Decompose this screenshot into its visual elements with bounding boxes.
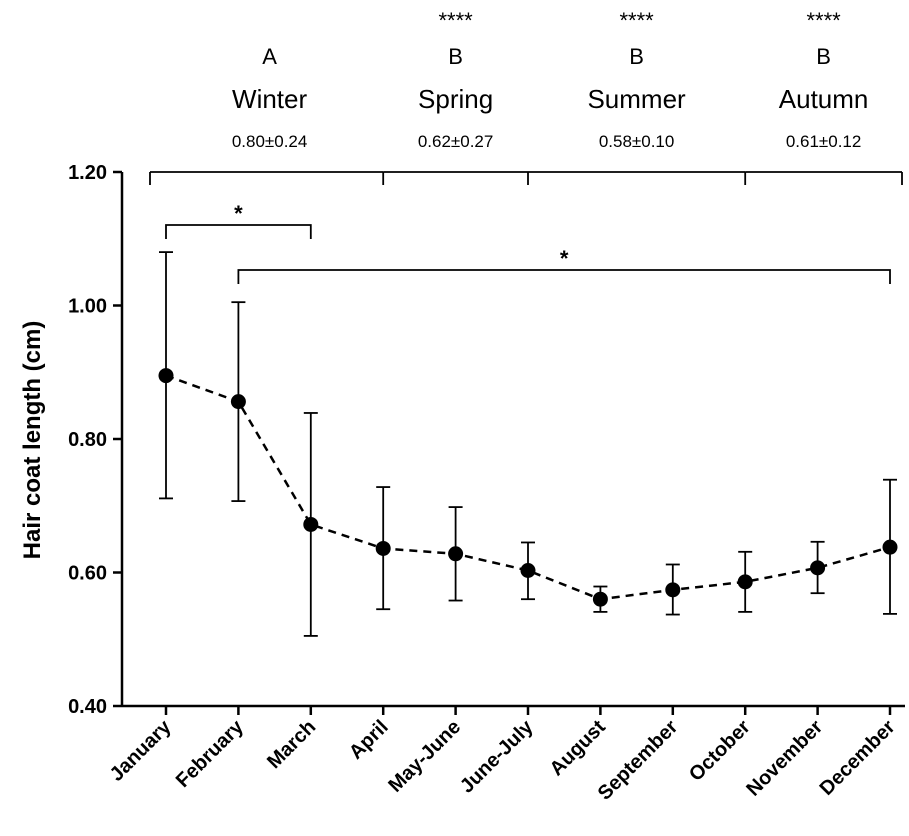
x-tick-label: March xyxy=(263,716,320,773)
season-letter: A xyxy=(262,44,277,69)
data-point xyxy=(158,368,174,384)
season-stars: **** xyxy=(619,8,654,33)
season-letter: B xyxy=(448,44,463,69)
y-tick-label: 0.40 xyxy=(68,696,107,718)
data-point xyxy=(230,394,246,410)
season-name: Summer xyxy=(587,84,686,114)
x-tick-label: January xyxy=(106,715,176,785)
data-points xyxy=(158,368,898,607)
y-tick-label: 0.60 xyxy=(68,563,107,585)
season-stars: **** xyxy=(438,8,473,33)
significance-bracket: * xyxy=(237,246,891,284)
data-point xyxy=(665,582,681,598)
x-tick-label: November xyxy=(742,716,827,801)
data-point xyxy=(303,516,319,532)
season-stars: **** xyxy=(806,8,841,33)
data-point xyxy=(810,560,826,576)
y-tick-label: 1.20 xyxy=(68,162,107,184)
significance-brackets: ** xyxy=(165,201,891,284)
season-name: Spring xyxy=(418,84,493,114)
data-point xyxy=(520,562,536,578)
significance-bracket: * xyxy=(165,201,312,239)
season-name: Winter xyxy=(232,84,307,114)
bracket-star: * xyxy=(234,201,243,226)
x-tick-label: February xyxy=(172,715,249,792)
x-tick-label: May-June xyxy=(384,716,465,797)
y-tick-label: 1.00 xyxy=(68,296,107,318)
season-group: **** B Summer 0.58±0.10 xyxy=(527,8,746,185)
data-point xyxy=(737,574,753,590)
season-name: Autumn xyxy=(779,84,869,114)
season-letter: B xyxy=(629,44,644,69)
season-stat: 0.80±0.24 xyxy=(232,132,308,151)
y-ticks: 0.40 0.60 0.80 1.00 1.20 xyxy=(68,162,122,718)
data-point xyxy=(882,539,898,555)
series-line xyxy=(165,374,891,601)
x-tick-label: October xyxy=(685,716,755,786)
season-letter: B xyxy=(816,44,831,69)
season-annotations: AWinter0.80±0.24****BSpring0.62±0.27****… xyxy=(149,8,903,185)
season-stat: 0.61±0.12 xyxy=(786,132,862,151)
axes xyxy=(120,172,905,708)
season-group: **** B Spring 0.62±0.27 xyxy=(382,8,528,185)
x-tick-label: August xyxy=(546,716,611,781)
x-tick-label: June-July xyxy=(456,715,538,797)
season-stat: 0.58±0.10 xyxy=(599,132,675,151)
x-tick-label: December xyxy=(816,716,900,800)
error-bars xyxy=(159,251,897,637)
data-point xyxy=(375,540,391,556)
bracket-star: * xyxy=(560,246,569,271)
season-group: **** B Autumn 0.61±0.12 xyxy=(744,8,903,185)
season-stat: 0.62±0.27 xyxy=(418,132,494,151)
x-tick-label: April xyxy=(345,716,393,764)
data-point xyxy=(592,591,608,607)
data-point xyxy=(448,546,464,562)
y-tick-label: 0.80 xyxy=(68,429,107,451)
season-group: A Winter 0.80±0.24 xyxy=(149,44,384,185)
y-axis-label: Hair coat length (cm) xyxy=(19,321,46,560)
